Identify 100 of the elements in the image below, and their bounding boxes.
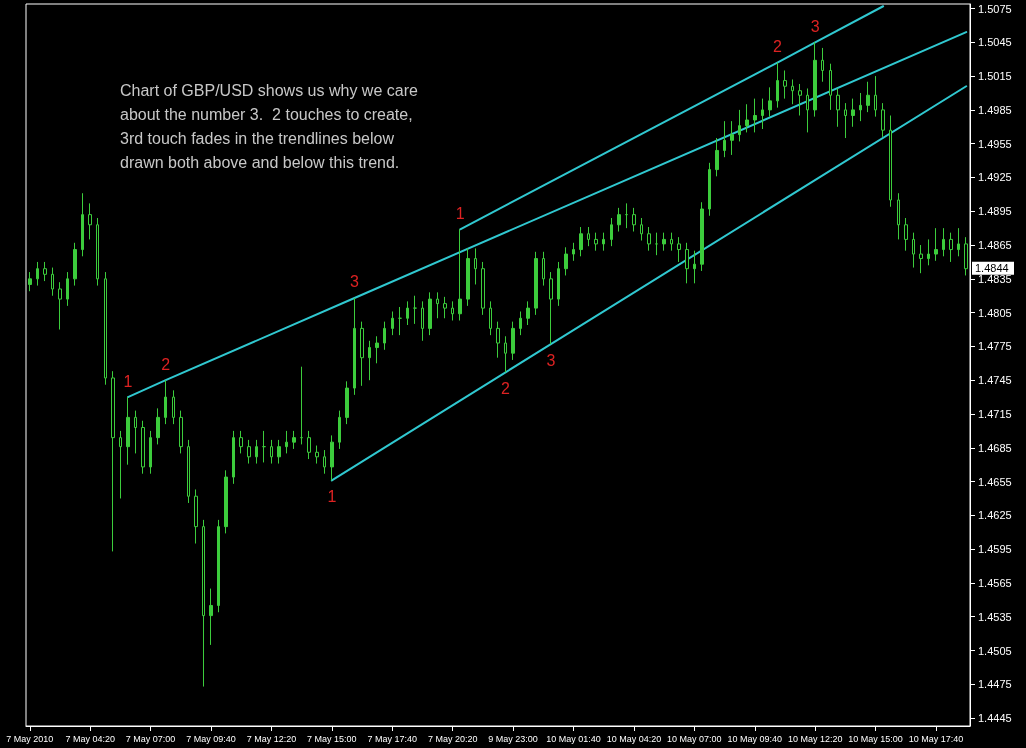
candlestick [285,430,288,454]
candlestick [43,261,47,282]
candlestick [791,78,794,105]
y-tick-label: 1.4985 [978,103,1012,116]
x-tick-label: 10 May 15:00 [848,733,903,744]
candlestick [610,217,613,247]
y-tick-label: 1.5015 [978,70,1012,83]
x-tick-label: 7 May 04:20 [65,733,115,744]
y-tick-label: 1.4775 [978,340,1012,353]
line-series [459,5,885,231]
candlestick [927,238,930,266]
candlestick [874,75,877,118]
candlestick [338,410,341,450]
candlestick [738,109,741,142]
candlestick [572,242,575,262]
candlestick [375,335,379,364]
candlestick [594,232,598,252]
candlestick [307,430,311,460]
candlestick [300,366,303,445]
candlestick [753,98,757,133]
y-tick-label: 1.4745 [978,374,1012,387]
candlestick [134,410,137,454]
candlestick [844,102,847,139]
y-tick-label: 1.4445 [978,712,1012,725]
candlestick [693,250,696,284]
candlestick [889,115,892,208]
candlestick [662,232,666,252]
candlestick [164,379,167,425]
x-tick-label: 7 May 07:00 [125,733,176,744]
candlestick [421,300,424,342]
y-tick-label: 1.4835 [978,272,1012,285]
candlestick [232,430,235,485]
candlestick [28,271,32,292]
candlestick [451,300,454,322]
candlestick [474,247,477,285]
x-tick-label: 10 May 01:40 [546,733,601,744]
candlestick [723,120,726,158]
candlestick [866,81,870,113]
candlestick [179,410,183,454]
candlestick [36,261,39,287]
candlestick [836,87,840,128]
candlestick [821,47,824,83]
candlestick [345,380,349,425]
candlestick [579,226,583,257]
candlestick [640,217,643,242]
candlestick [700,201,704,272]
candlestick [224,469,228,534]
candlestick [436,291,439,319]
candlestick [519,311,522,336]
x-tick-label: 10 May 17:40 [908,733,964,744]
y-tick-label: 1.5075 [978,2,1012,15]
x-tick-label: 7 May 12:20 [246,733,297,744]
candlestick [715,137,719,177]
candlestick [708,162,711,217]
x-tick-label: 10 May 04:20 [606,733,662,744]
candlestick [806,87,809,133]
candlestick [239,430,243,454]
candlestick [602,232,605,252]
candlestick [542,251,545,287]
candlestick [443,296,447,319]
candlestick [647,226,651,252]
candlestick [66,271,69,307]
candlestick [949,232,953,263]
candlestick [398,306,402,336]
candlestick [202,519,205,688]
x-tick-label: 9 May 23:00 [488,733,538,744]
candlestick [964,236,968,276]
candlestick [798,83,802,117]
candlestick [670,232,673,252]
candlestick [859,92,862,122]
x-tick-label: 7 May 17:40 [367,733,418,744]
candlestick [58,281,62,331]
candlestick [504,335,507,373]
candlestick [934,227,938,262]
y-tick-label: 1.4865 [978,239,1012,252]
candlestick [511,321,515,361]
candlestick [549,271,553,345]
candlestick [96,217,99,287]
candlestick [428,291,432,336]
candlestick [217,519,220,613]
annotation: 1 [327,487,337,505]
annotation: 2 [161,355,171,373]
candlestick [255,439,258,465]
candlestick [406,300,409,326]
candlestick [534,251,538,316]
candlestick [564,246,568,276]
candlestick [489,300,492,336]
x-tick-label: 7 May 09:40 [186,733,236,744]
candlestick [655,232,658,256]
y-tick-label: 1.4685 [978,441,1012,454]
candlestick [126,396,130,466]
annotation: 3 [810,17,820,35]
y-tick-label: 1.4625 [978,509,1012,522]
candlestick [481,261,485,316]
candlestick [187,439,190,504]
candlestick [617,207,621,233]
candlestick [383,321,386,351]
candlestick [277,439,281,465]
candlestick [526,300,530,326]
candlestick [897,192,900,240]
